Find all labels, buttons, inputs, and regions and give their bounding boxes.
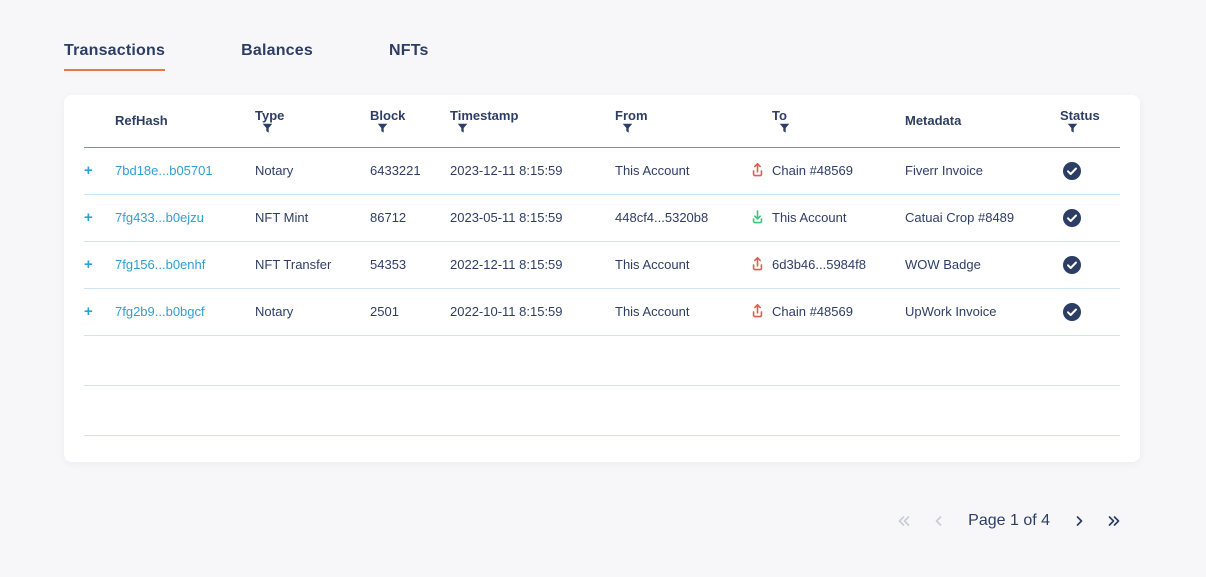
filter-icon <box>377 123 388 133</box>
column-header-metadata: Metadata <box>905 95 1060 148</box>
empty-table-row <box>84 385 1120 436</box>
double-chevron-right-icon <box>1108 516 1120 526</box>
column-header-refhash: RefHash <box>115 95 255 148</box>
status-cell <box>1060 241 1120 289</box>
column-header-from[interactable]: From <box>615 95 742 148</box>
chevron-left-icon <box>935 516 942 526</box>
column-header-type[interactable]: Type <box>255 95 370 148</box>
refhash-link[interactable]: 7bd18e...b05701 <box>115 163 213 178</box>
expand-row-button[interactable]: + <box>84 256 93 273</box>
table-header: RefHash Type Block Timestamp From To Metadata S… <box>84 95 1120 148</box>
filter-icon <box>1067 123 1078 133</box>
status-confirmed-icon <box>1062 255 1082 275</box>
header-row: RefHash Type Block Timestamp From To Metadata S… <box>84 95 1120 148</box>
block-cell: 86712 <box>370 194 450 242</box>
table-row: + 7bd18e...b05701 Notary 6433221 2023-12… <box>84 147 1120 195</box>
status-confirmed-icon <box>1062 302 1082 322</box>
timestamp-cell: 2023-05-11 8:15:59 <box>450 194 615 242</box>
expand-row-button[interactable]: + <box>84 209 93 226</box>
column-header-status[interactable]: Status <box>1060 95 1120 148</box>
transactions-card: RefHash Type Block Timestamp From To Metadata S… <box>64 95 1140 462</box>
upload-icon <box>749 302 766 319</box>
filter-icon <box>262 123 273 133</box>
status-confirmed-icon <box>1062 161 1082 181</box>
column-label: Timestamp <box>450 107 519 123</box>
tab-transactions[interactable]: Transactions <box>64 42 166 71</box>
direction-cell <box>742 147 772 195</box>
block-cell: 2501 <box>370 288 450 336</box>
filter-icon <box>779 123 790 133</box>
status-cell <box>1060 288 1120 336</box>
status-cell <box>1060 194 1120 242</box>
direction-cell <box>742 288 772 336</box>
column-label: From <box>615 107 648 123</box>
from-cell: 448cf4...5320b8 <box>615 194 742 242</box>
column-label: Status <box>1060 107 1100 123</box>
column-header-block[interactable]: Block <box>370 95 450 148</box>
block-cell: 54353 <box>370 241 450 289</box>
tab-balances[interactable]: Balances <box>241 42 313 59</box>
column-label: Block <box>370 107 406 123</box>
to-cell: Chain #48569 <box>772 288 905 336</box>
to-cell: 6d3b46...5984f8 <box>772 241 905 289</box>
direction-cell <box>742 194 772 242</box>
pagination: Page 1 of 4 <box>894 506 1124 536</box>
download-icon <box>749 208 766 225</box>
metadata-cell: WOW Badge <box>905 241 1060 289</box>
expand-row-button[interactable]: + <box>84 162 93 179</box>
metadata-cell: Catuai Crop #8489 <box>905 194 1060 242</box>
column-label: To <box>772 107 787 123</box>
chevron-right-icon <box>1076 516 1083 526</box>
timestamp-cell: 2022-10-11 8:15:59 <box>450 288 615 336</box>
upload-icon <box>749 255 766 272</box>
column-label: Metadata <box>905 113 962 129</box>
tab-nfts[interactable]: NFTs <box>388 42 429 59</box>
double-chevron-left-icon <box>898 516 910 526</box>
expander-header <box>84 95 115 148</box>
next-page-button[interactable] <box>1070 512 1088 530</box>
timestamp-cell: 2022-12-11 8:15:59 <box>450 241 615 289</box>
column-header-timestamp[interactable]: Timestamp <box>450 95 615 148</box>
column-label: Type <box>255 107 285 123</box>
type-cell: Notary <box>255 288 370 336</box>
previous-page-button[interactable] <box>930 512 948 530</box>
column-label: RefHash <box>115 113 168 129</box>
refhash-link[interactable]: 7fg433...b0ejzu <box>115 210 204 225</box>
tab-bar: Transactions Balances NFTs <box>64 42 429 71</box>
status-cell <box>1060 147 1120 195</box>
metadata-cell: Fiverr Invoice <box>905 147 1060 195</box>
table-body: + 7bd18e...b05701 Notary 6433221 2023-12… <box>84 147 1120 436</box>
block-cell: 6433221 <box>370 147 450 195</box>
metadata-cell: UpWork Invoice <box>905 288 1060 336</box>
empty-table-row <box>84 335 1120 386</box>
filter-icon <box>622 123 633 133</box>
table-row: + 7fg2b9...b0bgcf Notary 2501 2022-10-11… <box>84 288 1120 336</box>
type-cell: NFT Mint <box>255 194 370 242</box>
upload-icon <box>749 161 766 178</box>
direction-cell <box>742 241 772 289</box>
expand-row-button[interactable]: + <box>84 303 93 320</box>
type-cell: Notary <box>255 147 370 195</box>
column-header-to[interactable]: To <box>772 95 905 148</box>
to-cell: Chain #48569 <box>772 147 905 195</box>
first-page-button[interactable] <box>894 511 914 531</box>
refhash-link[interactable]: 7fg2b9...b0bgcf <box>115 304 205 319</box>
from-cell: This Account <box>615 288 742 336</box>
page-indicator: Page 1 of 4 <box>968 512 1050 529</box>
table-row: + 7fg433...b0ejzu NFT Mint 86712 2023-05… <box>84 194 1120 242</box>
refhash-link[interactable]: 7fg156...b0enhf <box>115 257 206 272</box>
table-row: + 7fg156...b0enhf NFT Transfer 54353 202… <box>84 241 1120 289</box>
from-cell: This Account <box>615 147 742 195</box>
status-confirmed-icon <box>1062 208 1082 228</box>
last-page-button[interactable] <box>1104 511 1124 531</box>
direction-header <box>742 95 772 148</box>
to-cell: This Account <box>772 194 905 242</box>
transactions-table: RefHash Type Block Timestamp From To Metadata S… <box>84 95 1120 436</box>
filter-icon <box>457 123 468 133</box>
from-cell: This Account <box>615 241 742 289</box>
timestamp-cell: 2023-12-11 8:15:59 <box>450 147 615 195</box>
type-cell: NFT Transfer <box>255 241 370 289</box>
